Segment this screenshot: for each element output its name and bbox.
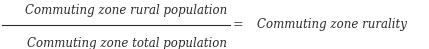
- Text: Commuting zone rurality: Commuting zone rurality: [257, 18, 406, 31]
- Text: Commuting zone rural population: Commuting zone rural population: [25, 4, 228, 17]
- Text: Commuting zone total population: Commuting zone total population: [27, 37, 227, 49]
- Text: =: =: [233, 18, 248, 31]
